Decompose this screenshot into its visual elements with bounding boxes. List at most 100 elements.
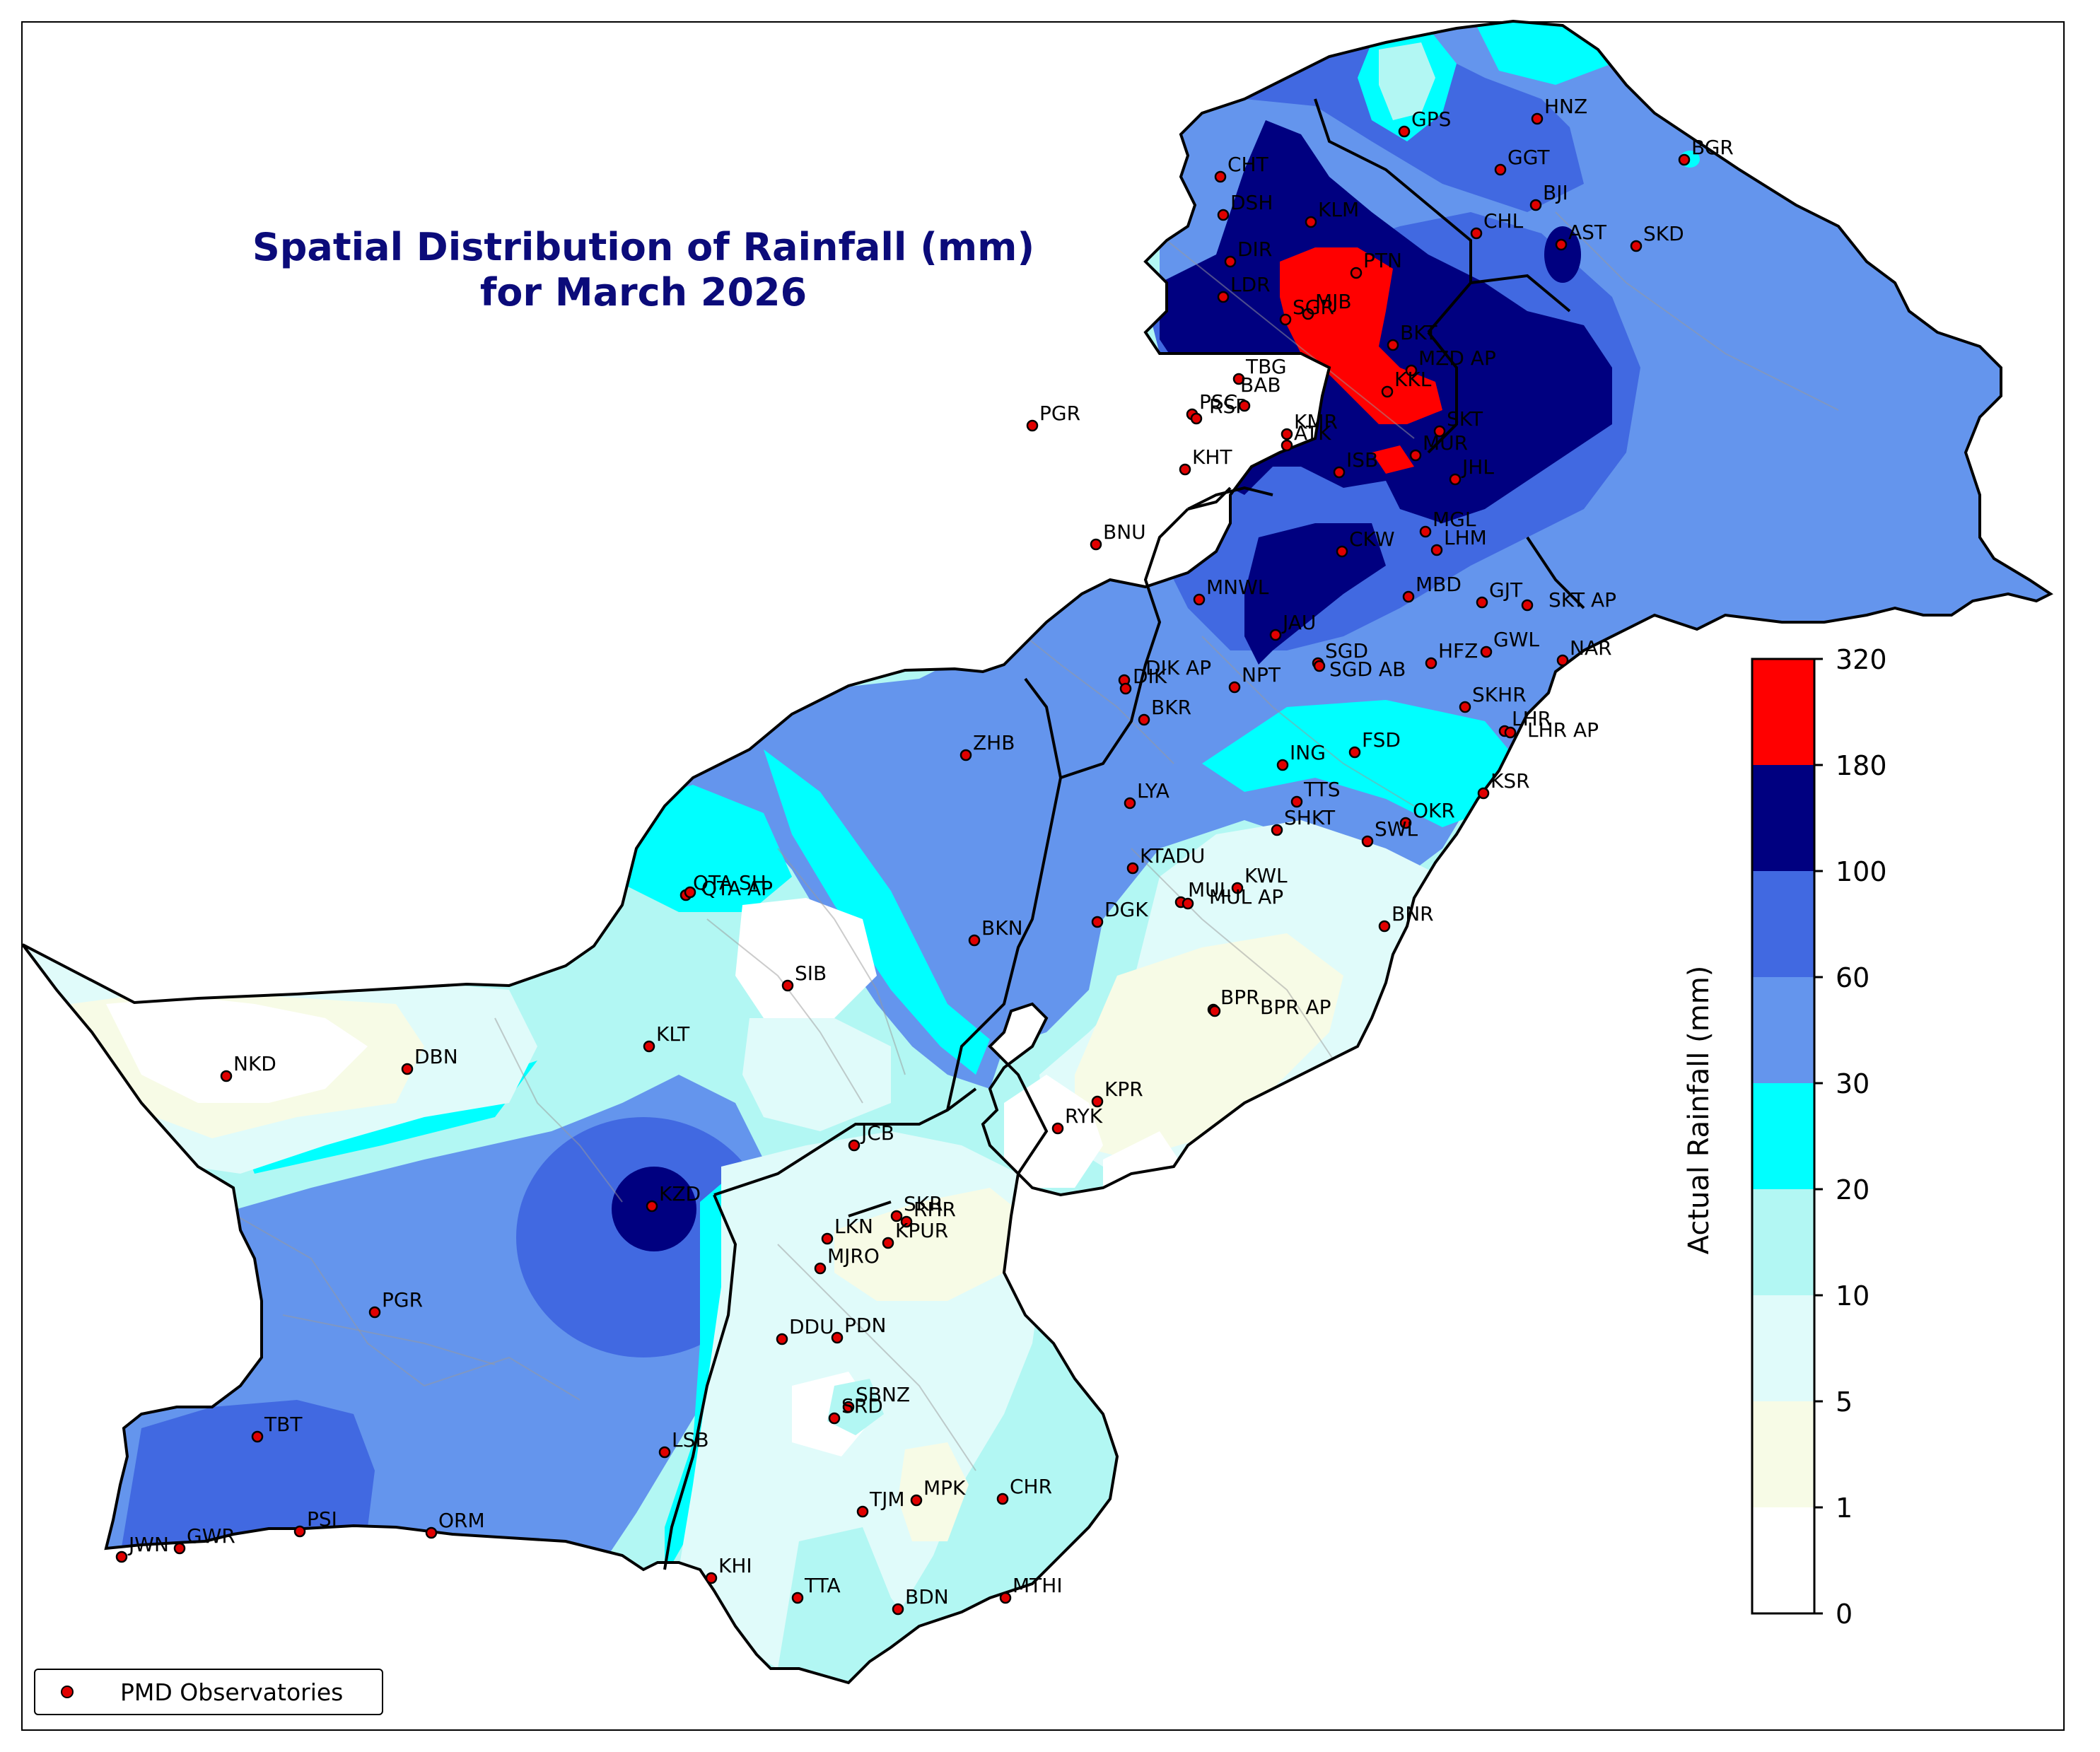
station-label: MUL AP — [1209, 885, 1283, 909]
station-marker — [1290, 795, 1303, 808]
colorbar-tick: 320 — [1836, 644, 1887, 675]
station-marker — [1409, 449, 1422, 462]
station-marker — [368, 1306, 381, 1319]
station-marker — [1026, 419, 1039, 432]
station-label: RYK — [1065, 1104, 1103, 1128]
station-marker — [643, 1040, 655, 1053]
station-marker — [1231, 882, 1244, 894]
station-marker — [1313, 660, 1326, 672]
station-label: MZD AP — [1418, 346, 1496, 370]
station-markers: GPS HNZ BGR CHT GGT DSH BJI KLM CHL AST SKD DIR PTN L… — [115, 95, 1734, 1616]
station-marker — [1430, 544, 1443, 556]
station-marker — [684, 886, 696, 899]
station-label: MTHI — [1013, 1574, 1063, 1597]
station-marker — [1119, 682, 1132, 695]
station-label: SBNZ — [856, 1383, 910, 1406]
station-label: KSR — [1491, 769, 1530, 793]
station-marker — [1398, 125, 1411, 138]
station-label: TBT — [264, 1413, 303, 1436]
station-marker — [1091, 916, 1104, 928]
station-label: ATK — [1294, 421, 1331, 445]
station-label: SIB — [795, 962, 827, 985]
station-marker — [401, 1063, 414, 1075]
station-marker — [968, 934, 981, 947]
station-label: DIR — [1237, 238, 1272, 261]
station-label: ING — [1290, 741, 1326, 764]
station-marker — [776, 1333, 788, 1345]
station-marker — [828, 1412, 841, 1425]
title-line-1: Spatial Distribution of Rainfall (mm) — [252, 225, 1035, 269]
station-label: LSB — [672, 1428, 709, 1452]
colorbar-bin-20-30 — [1752, 1083, 1814, 1189]
legend-label: PMD Observatories — [120, 1678, 344, 1706]
station-label: BKR — [1151, 696, 1191, 719]
station-marker — [1232, 373, 1245, 385]
station-marker — [1433, 425, 1446, 438]
province-boundaries — [663, 98, 1585, 1570]
station-label: PGR — [382, 1288, 423, 1312]
station-label: LKN — [834, 1215, 873, 1238]
station-marker — [1182, 897, 1194, 910]
station-marker — [1480, 646, 1493, 658]
station-label: BJI — [1543, 181, 1568, 204]
station-label: CKW — [1349, 527, 1395, 551]
station-label: LDR — [1230, 273, 1271, 296]
station-label: TBG — [1245, 355, 1287, 378]
station-marker — [1217, 209, 1230, 221]
station-label: BPR — [1220, 986, 1260, 1009]
map-legend: PMD Observatories — [34, 1669, 383, 1715]
station-marker — [293, 1525, 306, 1538]
station-marker — [1208, 1005, 1221, 1017]
station-marker — [791, 1592, 804, 1604]
station-label: KMR — [1294, 410, 1338, 433]
colorbar-bin-1-5 — [1752, 1401, 1814, 1507]
station-marker — [996, 1493, 1009, 1505]
station-label: KLM — [1318, 198, 1359, 221]
station-label: JCB — [860, 1121, 894, 1145]
station-marker — [959, 749, 972, 761]
station-marker — [814, 1262, 827, 1275]
station-marker — [705, 1572, 718, 1584]
station-marker — [1494, 163, 1507, 176]
colorbar-tick: 60 — [1836, 962, 1869, 993]
station-label: QTA AP — [701, 877, 773, 900]
station-label: AST — [1568, 221, 1607, 244]
station-label: LYA — [1137, 779, 1169, 802]
station-marker — [1405, 364, 1418, 377]
station-label: DIK — [1133, 665, 1167, 688]
station-label: FSD — [1362, 728, 1401, 752]
colorbar-tick: 0 — [1836, 1599, 1853, 1630]
station-label: KHI — [718, 1554, 752, 1577]
station-marker — [1470, 227, 1483, 240]
station-marker — [1238, 399, 1251, 412]
station-label: TTA — [804, 1574, 841, 1597]
station-marker — [1419, 525, 1432, 538]
station-label: DSH — [1230, 191, 1273, 214]
station-label: LHM — [1444, 526, 1487, 549]
station-label: CHR — [1010, 1475, 1052, 1498]
station-label: GPS — [1411, 107, 1451, 131]
station-marker — [646, 1200, 658, 1213]
station-label: JWN — [127, 1533, 169, 1556]
station-label: QTA SH — [693, 871, 766, 894]
station-label: MPK — [923, 1476, 966, 1500]
station-marker — [1350, 267, 1363, 279]
station-label: GGT — [1507, 146, 1550, 169]
station-marker — [856, 1505, 869, 1518]
station-label: KLT — [656, 1022, 690, 1046]
station-label: SWL — [1375, 817, 1418, 841]
station-label: DBN — [414, 1045, 458, 1068]
station-label: KHT — [1192, 445, 1232, 469]
station-label: SGD — [1325, 639, 1368, 662]
colorbar-title: Actual Rainfall (mm) — [1683, 965, 1715, 1255]
station-label: KWL — [1244, 864, 1288, 887]
station-marker — [1126, 862, 1139, 875]
station-label: BDN — [905, 1585, 949, 1608]
station-label: SKT AP — [1548, 588, 1616, 612]
station-marker — [1399, 817, 1412, 829]
station-label: MNWL — [1206, 576, 1269, 599]
station-marker — [1124, 797, 1136, 810]
station-marker — [1630, 240, 1643, 252]
station-marker — [1425, 657, 1437, 670]
colorbar-bin-0-1 — [1752, 1507, 1814, 1613]
